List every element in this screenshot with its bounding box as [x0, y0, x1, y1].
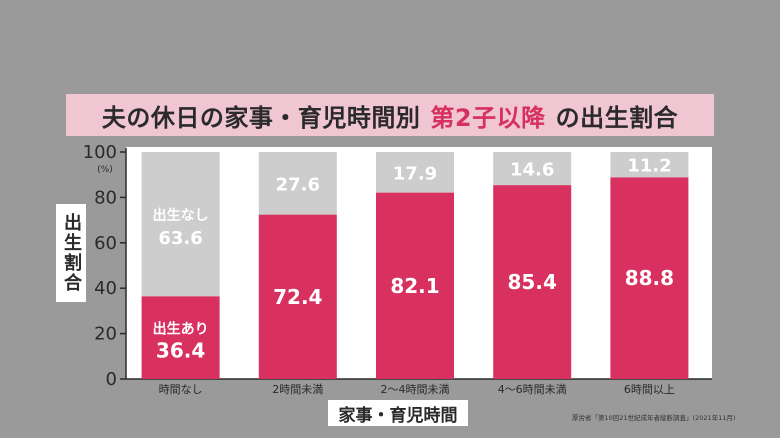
- y-tick-label: 100: [83, 142, 117, 163]
- bar-segment-birth-no: [141, 152, 220, 297]
- data-label-birth-no: 63.6: [158, 228, 202, 249]
- title-suffix: の出生割合: [555, 103, 679, 132]
- data-label-birth-yes: 88.8: [625, 266, 674, 290]
- y-tick-label: 80: [94, 187, 117, 208]
- data-label-birth-yes: 85.4: [508, 270, 557, 294]
- y-axis-label: 出生割合: [56, 204, 86, 302]
- y-unit-label: (%): [97, 165, 113, 175]
- bar-segment-birth-yes: [376, 192, 454, 379]
- data-label-birth-no: 11.2: [627, 156, 671, 177]
- title-prefix: 夫の休日の家事・育児時間別: [101, 103, 421, 132]
- bar-segment-birth-yes: [141, 296, 220, 379]
- data-label-birth-yes: 36.4: [156, 339, 205, 363]
- bar-segment-birth-yes: [258, 214, 337, 379]
- source-note: 厚労省「第10回21世紀成年者縦断調査」(2021年11月): [572, 414, 736, 422]
- data-label-birth-yes: 72.4: [273, 285, 322, 309]
- birth-no-label: 出生なし: [153, 207, 209, 224]
- data-label-birth-no: 14.6: [510, 160, 554, 181]
- y-tick-label: 20: [94, 324, 117, 345]
- x-category-label: 4～6時間未満: [498, 383, 567, 396]
- data-label-birth-no: 17.9: [393, 163, 437, 184]
- x-category-label: 2～4時間未満: [381, 383, 450, 396]
- y-tick-label: 0: [106, 369, 117, 390]
- bar-segment-birth-no: [610, 152, 689, 178]
- chart-title: 夫の休日の家事・育児時間別 第2子以降 の出生割合: [66, 94, 714, 136]
- birth-yes-label: 出生あり: [153, 321, 209, 338]
- data-label-birth-no: 27.6: [276, 174, 320, 195]
- x-category-label: 2時間未満: [272, 383, 323, 396]
- bar-segment-birth-no: [493, 152, 572, 186]
- x-category-label: 6時間以上: [624, 383, 675, 396]
- x-axis-label: 家事・育児時間: [328, 400, 468, 426]
- x-category-label: 時間なし: [159, 383, 203, 396]
- title-highlight: 第2子以降: [430, 103, 546, 132]
- bar-segment-birth-no: [258, 152, 337, 215]
- y-tick-label: 60: [94, 233, 117, 254]
- y-tick-label: 40: [94, 278, 117, 299]
- bar-segment-birth-yes: [493, 185, 572, 379]
- data-label-birth-yes: 82.1: [390, 274, 439, 298]
- bar-segment-birth-yes: [610, 177, 689, 379]
- bar-segment-birth-no: [376, 152, 454, 193]
